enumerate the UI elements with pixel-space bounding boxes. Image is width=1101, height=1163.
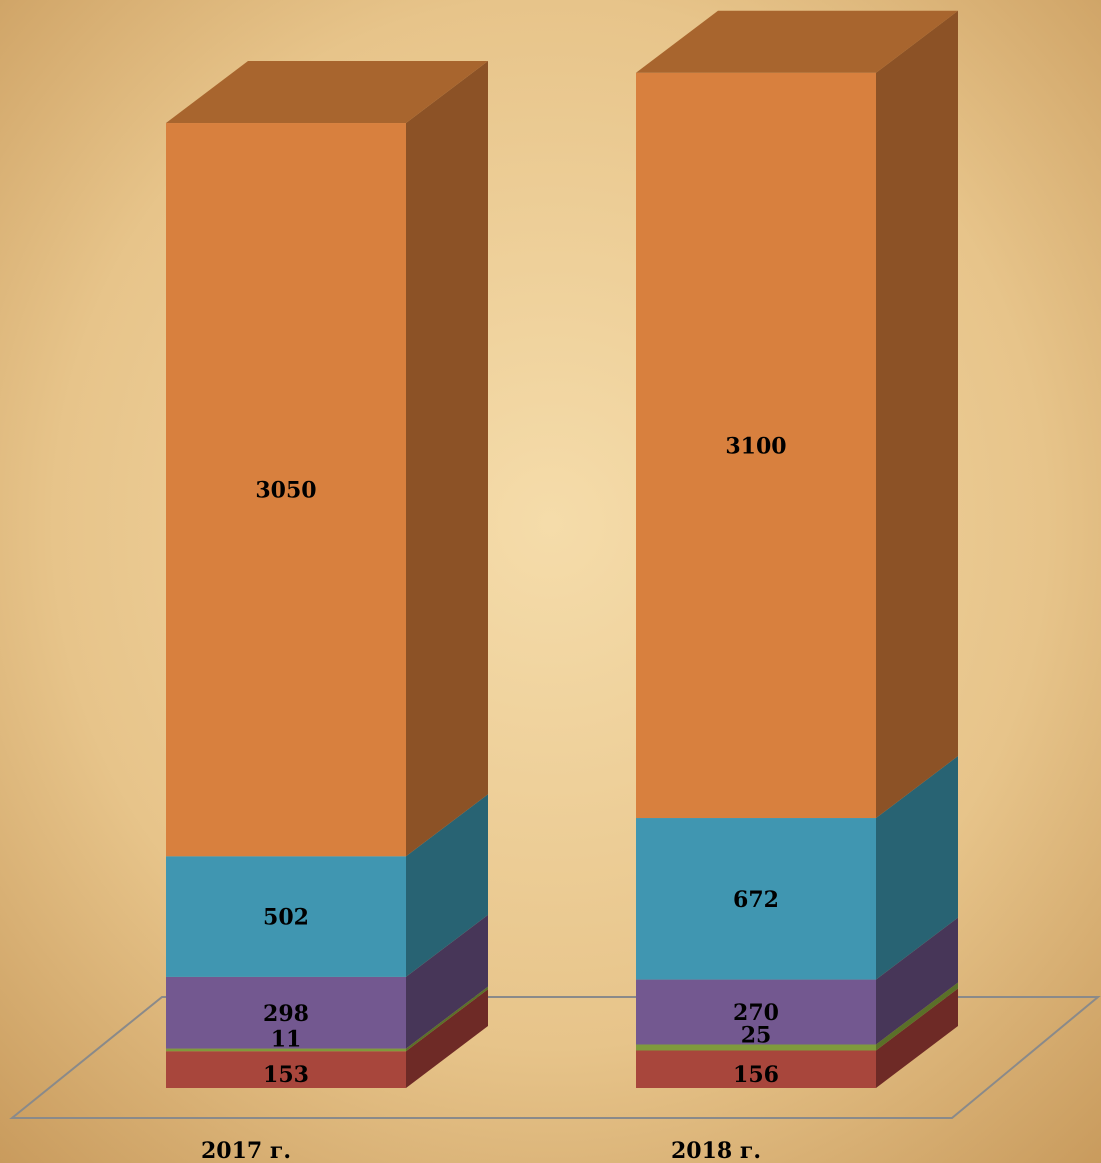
bar-segment-front (166, 123, 406, 857)
bar-segment-side (876, 756, 958, 980)
x-tick-label: 2017 г. (201, 1138, 291, 1163)
bar-segment-side (406, 914, 488, 1049)
data-label: 25 (741, 1022, 772, 1048)
data-label: 153 (263, 1062, 309, 1088)
data-label: 672 (733, 887, 779, 913)
bar-segment-front (166, 856, 406, 977)
bars-layer (166, 10, 958, 1088)
bar-top-cap (636, 10, 958, 73)
data-label: 270 (733, 1000, 779, 1026)
data-label: 11 (271, 1027, 302, 1053)
bar-segment-side (406, 61, 488, 857)
data-label: 298 (263, 1001, 309, 1027)
bar-segment-side (876, 988, 958, 1088)
bar-segment-front (636, 72, 876, 819)
bar-segment-side (876, 917, 958, 1045)
bar-segment-side (406, 794, 488, 977)
bar-segment-front (636, 818, 876, 980)
bar-segment-front (636, 1044, 876, 1051)
data-label: 3100 (725, 433, 786, 459)
data-label: 502 (263, 905, 309, 931)
bar-segment-front (166, 1048, 406, 1052)
bar-segment-front (636, 1050, 876, 1088)
bar-segment-side (406, 989, 488, 1088)
data-label: 3050 (255, 478, 316, 504)
data-label: 156 (733, 1062, 779, 1088)
bar-segment-front (166, 1051, 406, 1088)
bar-segment-side (876, 982, 958, 1051)
bar-top-cap (166, 61, 488, 124)
bar-segment-front (636, 979, 876, 1045)
bar-segment-side (406, 986, 488, 1052)
bar-segment-side (876, 10, 958, 819)
floor-plane (9, 996, 1101, 1119)
x-tick-labels: 2017 г. 2018 г. (201, 1138, 761, 1163)
bar-segment-front (166, 976, 406, 1049)
x-tick-label: 2018 г. (671, 1138, 761, 1163)
